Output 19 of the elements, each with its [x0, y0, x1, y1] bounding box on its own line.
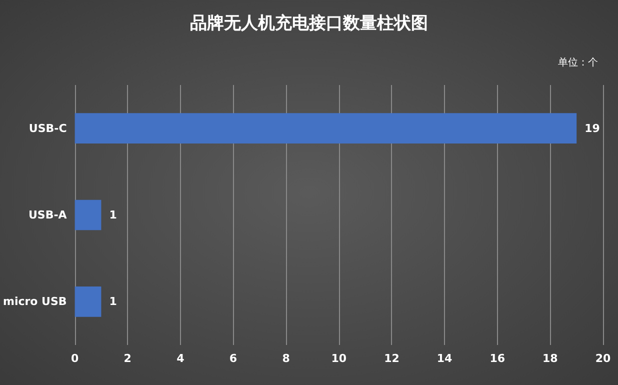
data-label: 19 — [584, 122, 600, 135]
x-tick-label: 10 — [331, 352, 347, 365]
y-tick-label: USB-A — [28, 208, 68, 222]
y-tick-label: USB-C — [28, 122, 67, 135]
data-label: 1 — [109, 295, 117, 308]
x-tick-label: 14 — [436, 352, 453, 365]
x-tick-label: 0 — [70, 352, 79, 365]
chart-title: 品牌无人机充电接口数量柱状图 — [190, 14, 428, 34]
y-tick-label: micro USB — [2, 295, 67, 308]
x-tick-label: 18 — [542, 352, 558, 365]
x-tick-label: 2 — [124, 352, 132, 365]
data-label: 1 — [109, 208, 117, 222]
x-tick-label: 16 — [490, 352, 506, 365]
x-tick-label: 20 — [595, 352, 611, 365]
x-tick-label: 4 — [176, 352, 185, 365]
x-tick-label: 6 — [229, 352, 238, 365]
x-tick-label: 12 — [384, 352, 400, 365]
x-tick-label: 8 — [282, 352, 290, 365]
text: 单位：个 — [558, 56, 598, 68]
